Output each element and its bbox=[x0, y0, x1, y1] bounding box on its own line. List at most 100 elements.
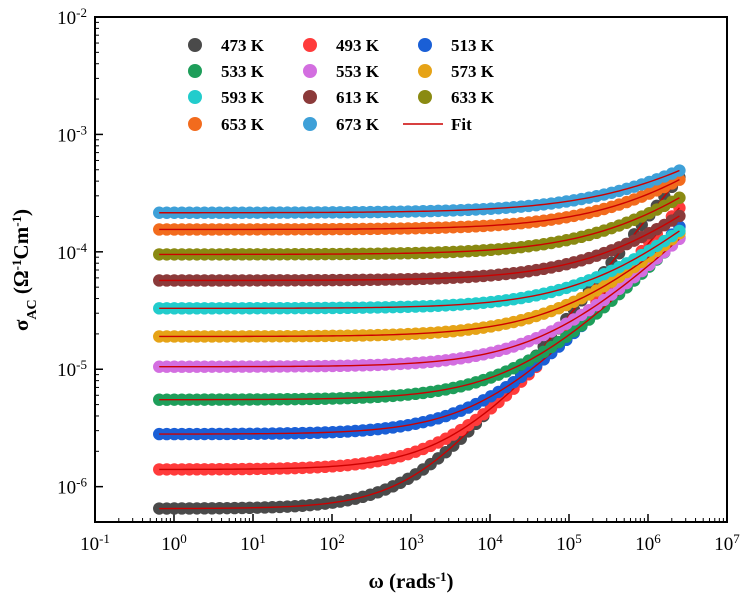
fit-line bbox=[159, 169, 680, 214]
legend-marker bbox=[188, 64, 202, 78]
x-tick-label: 105 bbox=[556, 531, 582, 556]
legend-item: 533 K bbox=[188, 62, 265, 81]
legend-label: 573 K bbox=[451, 62, 495, 81]
legend-item: 613 K bbox=[303, 88, 380, 107]
legend-fit-label: Fit bbox=[451, 115, 472, 134]
legend-label: 593 K bbox=[221, 88, 265, 107]
legend-item: 633 K bbox=[418, 88, 495, 107]
y-tick-label: 10-6 bbox=[57, 474, 87, 499]
y-tick-label: 10-5 bbox=[57, 357, 87, 382]
legend-marker bbox=[303, 64, 317, 78]
y-tick-label-exp: -2 bbox=[76, 5, 87, 20]
series-layer bbox=[153, 164, 686, 515]
y-tick-label: 10-2 bbox=[57, 5, 87, 30]
series-493-k bbox=[153, 201, 686, 476]
y-axis-label-sup2: -1 bbox=[9, 216, 24, 227]
x-tick-label-base: 10 bbox=[161, 534, 180, 555]
series-653-k bbox=[153, 173, 686, 236]
legend-item: 573 K bbox=[418, 62, 495, 81]
legend-item: 513 K bbox=[418, 36, 495, 55]
x-tick-label-exp: 5 bbox=[575, 531, 582, 546]
legend-marker bbox=[188, 38, 202, 52]
legend-item: 473 K bbox=[188, 36, 265, 55]
legend-item-fit: Fit bbox=[403, 115, 472, 134]
legend-marker bbox=[418, 38, 432, 52]
fit-line bbox=[159, 230, 680, 310]
legend-label: 653 K bbox=[221, 115, 265, 134]
legend-label: 513 K bbox=[451, 36, 495, 55]
y-axis-label-sup1: -1 bbox=[9, 259, 24, 270]
y-axis-label-post: ) bbox=[9, 209, 33, 216]
y-axis-label-mid2: Cm bbox=[9, 226, 33, 259]
x-tick-label-exp: 2 bbox=[338, 531, 345, 546]
x-tick-label: 102 bbox=[319, 531, 345, 556]
y-tick-label-exp: -5 bbox=[76, 357, 87, 372]
y-tick-label-base: 10 bbox=[57, 478, 76, 499]
y-tick-label-base: 10 bbox=[57, 125, 76, 146]
x-tick-label: 103 bbox=[398, 531, 424, 556]
x-tick-label-base: 10 bbox=[635, 534, 654, 555]
legend-marker bbox=[188, 90, 202, 104]
legend-item: 653 K bbox=[188, 115, 265, 134]
legend-marker bbox=[303, 38, 317, 52]
x-tick-label: 107 bbox=[714, 531, 740, 556]
x-tick-label-base: 10 bbox=[714, 534, 733, 555]
legend-label: 493 K bbox=[336, 36, 380, 55]
fit-line bbox=[159, 179, 680, 231]
y-axis-label-sub: AC bbox=[25, 299, 40, 319]
fit-line bbox=[159, 238, 680, 368]
x-tick-label-exp: 6 bbox=[654, 531, 661, 546]
legend-marker bbox=[303, 90, 317, 104]
x-tick-label: 106 bbox=[635, 531, 661, 556]
legend-label: 553 K bbox=[336, 62, 380, 81]
x-tick-label-base: 10 bbox=[319, 534, 338, 555]
legend-label: 613 K bbox=[336, 88, 380, 107]
legend-item: 593 K bbox=[188, 88, 265, 107]
legend-item: 553 K bbox=[303, 62, 380, 81]
y-tick-label: 10-4 bbox=[57, 239, 87, 264]
y-tick-label-base: 10 bbox=[57, 360, 76, 381]
series-553-k bbox=[153, 232, 686, 373]
fit-line bbox=[159, 237, 680, 401]
x-axis-label-pre: ω (rads bbox=[368, 569, 435, 593]
y-tick-label-base: 10 bbox=[57, 243, 76, 264]
x-tick-label-base: 10 bbox=[477, 534, 496, 555]
y-axis-label-sym: σ bbox=[9, 319, 33, 331]
x-tick-label: 100 bbox=[161, 531, 187, 556]
y-tick-label-exp: -6 bbox=[76, 474, 87, 489]
fit-line bbox=[159, 215, 680, 282]
y-axis-ticks: 10-610-510-410-310-2 bbox=[57, 5, 103, 499]
x-tick-label-base: 10 bbox=[398, 534, 417, 555]
y-axis-label: σAC (Ω-1Cm-1) bbox=[9, 209, 40, 331]
legend-item: 673 K bbox=[303, 115, 380, 134]
x-tick-label-base: 10 bbox=[556, 534, 575, 555]
legend: 473 K 493 K 513 K 533 K 553 K 573 K 593 K 613 K… bbox=[188, 36, 495, 134]
x-tick-label-exp: -1 bbox=[99, 531, 110, 546]
x-axis-label: ω (rads-1) bbox=[368, 569, 453, 594]
fit-line bbox=[159, 197, 680, 256]
series-673-k bbox=[153, 164, 686, 219]
y-tick-label-exp: -3 bbox=[76, 122, 87, 137]
x-tick-label-base: 10 bbox=[80, 534, 99, 555]
legend-marker bbox=[188, 117, 202, 131]
legend-label: 533 K bbox=[221, 62, 265, 81]
x-tick-label-exp: 4 bbox=[496, 531, 503, 546]
x-tick-label-exp: 1 bbox=[259, 531, 266, 546]
x-tick-label-base: 10 bbox=[240, 534, 259, 555]
legend-marker bbox=[418, 64, 432, 78]
fit-line bbox=[159, 232, 680, 338]
y-tick-label: 10-3 bbox=[57, 122, 87, 147]
series-613-k bbox=[153, 209, 686, 287]
y-axis-label-mid1: (Ω bbox=[9, 270, 33, 299]
legend-item: 493 K bbox=[303, 36, 380, 55]
series-593-k bbox=[153, 224, 686, 315]
x-tick-label: 101 bbox=[240, 531, 266, 556]
legend-marker bbox=[418, 90, 432, 104]
legend-label: 473 K bbox=[221, 36, 265, 55]
series-633-k bbox=[153, 191, 686, 261]
x-axis-label-post: ) bbox=[447, 569, 454, 593]
y-tick-label-base: 10 bbox=[57, 8, 76, 29]
x-tick-label: 10-1 bbox=[80, 531, 110, 556]
x-axis-label-sup: -1 bbox=[436, 569, 447, 584]
